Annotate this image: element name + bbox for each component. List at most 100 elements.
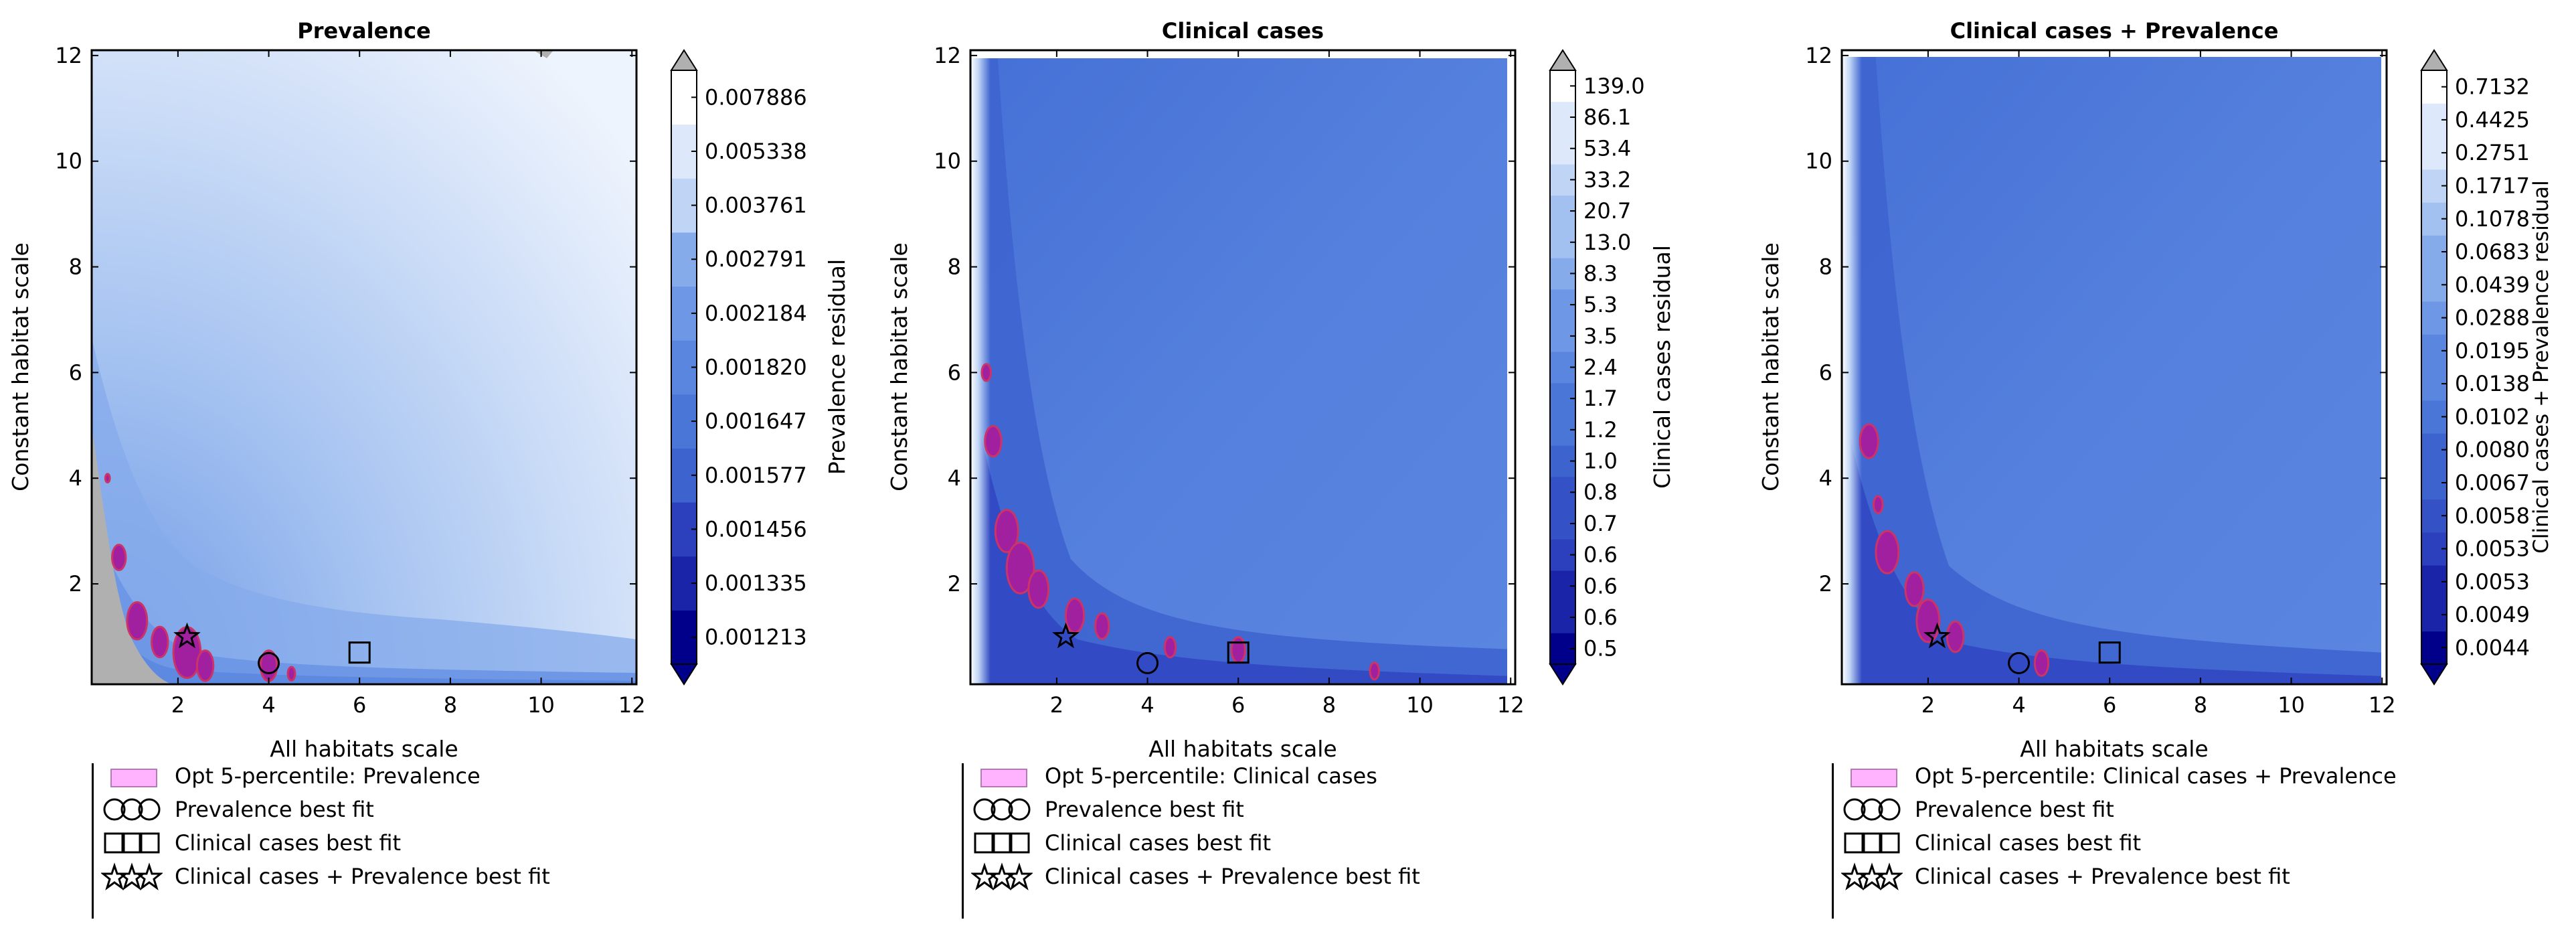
axes-frame — [1840, 49, 2388, 686]
opt-region-blob — [984, 424, 1003, 458]
colorbar-tick-label: 2.4 — [1583, 355, 1618, 380]
x-axis-label: All habitats scale — [270, 736, 458, 762]
x-tick-label: 10 — [2278, 692, 2305, 718]
combined-best-fit-marker — [1052, 622, 1080, 649]
panel-clinical-cases: Clinical cases 2 4 6 8 10 12 2 4 6 8 10 12 All habi… — [886, 18, 1675, 762]
colorbar-tick-label: 0.002184 — [705, 301, 807, 326]
colorbar-tick-label: 0.7 — [1583, 511, 1618, 536]
x-tick-label: 4 — [2012, 692, 2025, 718]
colorbar-tick-label: 0.001335 — [705, 570, 807, 596]
colorbar-tick-label: 0.0288 — [2455, 305, 2530, 331]
prevalence-best-fit-marker — [258, 651, 280, 674]
square-marker-icon — [1841, 828, 1903, 858]
colorbar-tick-label: 86.1 — [1583, 104, 1631, 130]
circle-marker-icon — [971, 794, 1033, 825]
axis-ticks: 2 4 6 8 10 12 2 4 6 8 10 12 — [934, 43, 1524, 718]
colorbar-frame — [2421, 70, 2448, 665]
y-axis-label: Constant habitat scale — [886, 242, 912, 491]
x-tick-label: 8 — [444, 692, 457, 718]
panel-title: Prevalence — [297, 18, 431, 44]
x-tick-label: 8 — [2194, 692, 2207, 718]
opt-region-blob — [1230, 636, 1246, 664]
colorbar-tick-label: 0.6 — [1583, 605, 1618, 630]
x-tick-label: 12 — [2369, 692, 2396, 718]
colorbar-tick-label: 1.7 — [1583, 386, 1618, 411]
colorbar-tick-label: 0.0053 — [2455, 536, 2530, 562]
x-tick-label: 8 — [1322, 692, 1336, 718]
heatmap-contour-darker — [1842, 398, 2387, 684]
colorbar-tick-label: 0.001456 — [705, 516, 807, 542]
legend-label: Prevalence best fit — [1045, 797, 1244, 822]
colorbar: 0.5 0.6 0.6 0.6 0.7 0.8 1.0 1.2 1.7 2.4 3.5 5.3 8.3 1… — [1549, 49, 1645, 686]
x-tick-label: 4 — [1140, 692, 1154, 718]
x-tick-label: 12 — [1497, 692, 1525, 718]
legend-item-clinical-fit: Clinical cases best fit — [1841, 828, 2141, 858]
legend-label: Clinical cases best fit — [1915, 830, 2142, 856]
x-tick-label: 2 — [171, 692, 185, 718]
y-tick-label: 10 — [934, 149, 961, 174]
x-tick-label: 4 — [262, 692, 275, 718]
square-marker-icon — [101, 828, 163, 858]
y-tick-label: 4 — [948, 465, 961, 491]
legend-label: Opt 5-percentile: Clinical cases + Preva… — [1915, 763, 2397, 789]
best-fit-markers — [1923, 622, 2121, 674]
colorbar: 0.0044 0.0049 0.0053 0.0053 0.0058 0.0067 0.00… — [2420, 49, 2530, 686]
opt-5-percentile-region — [1859, 423, 2050, 677]
colorbar-tick-label: 0.001647 — [705, 408, 807, 434]
opt-region-blob — [1163, 636, 1177, 659]
colorbar-tick-label: 1.0 — [1583, 449, 1618, 474]
opt-region-blob — [1064, 597, 1086, 634]
opt-region-blob — [994, 509, 1019, 554]
clinical-cases-best-fit-marker — [348, 641, 371, 664]
opt-region-blob — [1915, 599, 1941, 643]
opt-region-blob — [104, 473, 111, 484]
colorbar-tick-label: 0.1717 — [2455, 173, 2530, 198]
heatmap-right-edge — [2381, 50, 2387, 684]
opt-region-blob — [195, 649, 215, 682]
colorbar-tick-label: 0.0080 — [2455, 437, 2530, 463]
legend-label: Opt 5-percentile: Prevalence — [175, 763, 481, 789]
combined-best-fit-marker — [1923, 622, 1951, 649]
x-axis-label: All habitats scale — [2020, 736, 2208, 762]
axes-frame — [90, 49, 638, 686]
axes-frame — [969, 49, 1517, 686]
legend-item-opt: Opt 5-percentile: Prevalence — [101, 761, 481, 791]
panel-combined: Clinical cases + Prevalence 2 4 6 8 10 12 2 4 6 8… — [1757, 18, 2553, 762]
colorbar-tick-label: 20.7 — [1583, 198, 1631, 224]
colorbar-tick-label: 0.6 — [1583, 573, 1618, 599]
legend-label: Clinical cases best fit — [175, 830, 402, 856]
heatmap-contour-mid — [92, 338, 636, 684]
clinical-cases-best-fit-marker — [2098, 641, 2121, 664]
colorbar-tick-label: 3.5 — [1583, 323, 1618, 349]
square-marker-icon — [971, 828, 1033, 858]
opt-region-blob — [1027, 569, 1050, 609]
legend-combined: Opt 5-percentile: Clinical cases + Preva… — [1832, 757, 2501, 924]
heatmap-top-edge — [970, 50, 1515, 58]
colorbar-tick-label: 0.0195 — [2455, 338, 2530, 364]
colorbar-tick-label: 53.4 — [1583, 136, 1631, 161]
heatmap-contour-core — [105, 599, 636, 684]
opt-region-blob — [1859, 423, 1879, 459]
prevalence-best-fit-marker — [2008, 651, 2031, 674]
y-tick-label: 12 — [55, 43, 82, 68]
legend-item-combined-fit: Clinical cases + Prevalence best fit — [1840, 861, 2290, 892]
legend-label: Prevalence best fit — [1915, 797, 2114, 822]
x-tick-label: 10 — [1406, 692, 1434, 718]
panel-title: Clinical cases + Prevalence — [1950, 18, 2279, 44]
legend-label: Clinical cases best fit — [1045, 830, 1272, 856]
axis-ticks: 2 4 6 8 10 12 2 4 6 8 10 12 — [55, 43, 645, 718]
colorbar-tick-label: 0.0067 — [2455, 470, 2530, 495]
x-tick-label: 2 — [1050, 692, 1063, 718]
colorbar-tick-label: 0.0683 — [2455, 239, 2530, 264]
axis-ticks: 2 4 6 8 10 12 2 4 6 8 10 12 — [1805, 43, 2395, 718]
colorbar-tick-label: 0.001577 — [705, 463, 807, 488]
y-tick-label: 10 — [55, 149, 82, 174]
plot-area — [1842, 50, 2387, 684]
legend-item-prevalence-fit: Prevalence best fit — [101, 794, 374, 825]
y-axis-label: Constant habitat scale — [1757, 242, 1784, 491]
legend-rule — [962, 763, 964, 919]
x-tick-label: 2 — [1921, 692, 1935, 718]
colorbar-extend-top — [670, 49, 698, 71]
legend-rule — [1832, 763, 1834, 919]
colorbar-extend-bottom — [670, 664, 698, 686]
